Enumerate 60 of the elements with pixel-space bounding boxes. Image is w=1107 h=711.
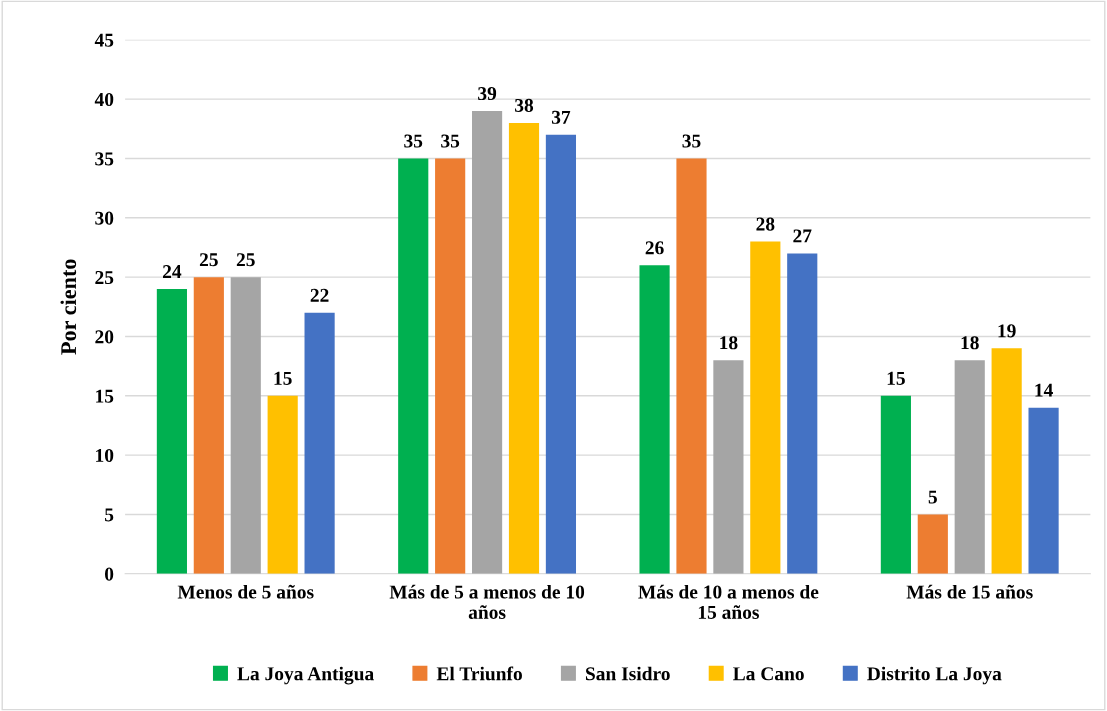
x-tick-label: Más de 10 a menos de 15 años <box>638 584 819 619</box>
data-label: 19 <box>998 324 1016 338</box>
data-label: 39 <box>478 87 497 101</box>
legend-label: El Triunfo <box>436 666 522 681</box>
bar <box>545 134 577 574</box>
bar <box>917 514 948 574</box>
data-label: 28 <box>756 217 775 231</box>
legend-label: Distrito La Joya <box>867 666 1002 685</box>
bar <box>880 395 911 574</box>
data-label: 14 <box>1035 383 1053 397</box>
data-label: 26 <box>645 241 664 255</box>
bar <box>1028 407 1059 574</box>
y-tick-label: 0 <box>105 567 114 581</box>
data-label: 27 <box>793 229 812 243</box>
y-tick-label: 30 <box>95 211 114 225</box>
bar <box>713 360 744 574</box>
y-tick-label: 15 <box>96 389 114 403</box>
data-label: 25 <box>199 253 218 267</box>
bar <box>639 265 670 574</box>
data-label: 5 <box>928 490 937 504</box>
data-label: 22 <box>310 288 329 302</box>
y-axis-title: Por ciento <box>60 259 77 355</box>
y-tick-label: 10 <box>96 448 114 463</box>
bar <box>156 289 187 574</box>
x-tick-label: Más de 5 a menos de 10 años <box>389 584 585 619</box>
bar <box>508 122 540 574</box>
bar <box>787 253 818 574</box>
bar <box>398 158 429 574</box>
x-tick-label: Menos de 5 años <box>177 584 314 599</box>
legend-label: La Joya Antigua <box>237 666 374 685</box>
bar <box>304 312 335 574</box>
bar <box>954 360 985 574</box>
data-label: 15 <box>887 371 905 385</box>
data-label: 15 <box>274 371 292 385</box>
bar <box>750 241 781 574</box>
data-label: 35 <box>682 134 701 148</box>
y-tick-label: 5 <box>105 508 114 522</box>
legend-label: San Isidro <box>585 666 670 681</box>
data-label: 25 <box>236 253 255 267</box>
legend-label: La Cano <box>733 667 804 681</box>
y-tick-label: 45 <box>94 33 114 47</box>
data-label: 38 <box>515 98 534 112</box>
y-tick-label: 25 <box>95 271 114 285</box>
data-label: 18 <box>961 336 979 350</box>
bar <box>991 348 1022 574</box>
data-label: 35 <box>441 134 460 148</box>
bar <box>472 111 503 574</box>
bar <box>435 158 466 574</box>
data-label: 18 <box>720 336 738 350</box>
y-tick-label: 35 <box>95 152 114 166</box>
y-tick-label: 40 <box>94 92 114 107</box>
data-label: 37 <box>551 110 571 124</box>
data-label: 35 <box>404 134 423 148</box>
data-label: 24 <box>163 265 182 278</box>
bar <box>230 277 261 574</box>
y-tick-label: 20 <box>95 330 114 344</box>
bar <box>676 158 707 574</box>
bar <box>267 395 298 574</box>
bar <box>193 277 224 574</box>
x-tick-label: Más de 15 años <box>906 584 1033 599</box>
